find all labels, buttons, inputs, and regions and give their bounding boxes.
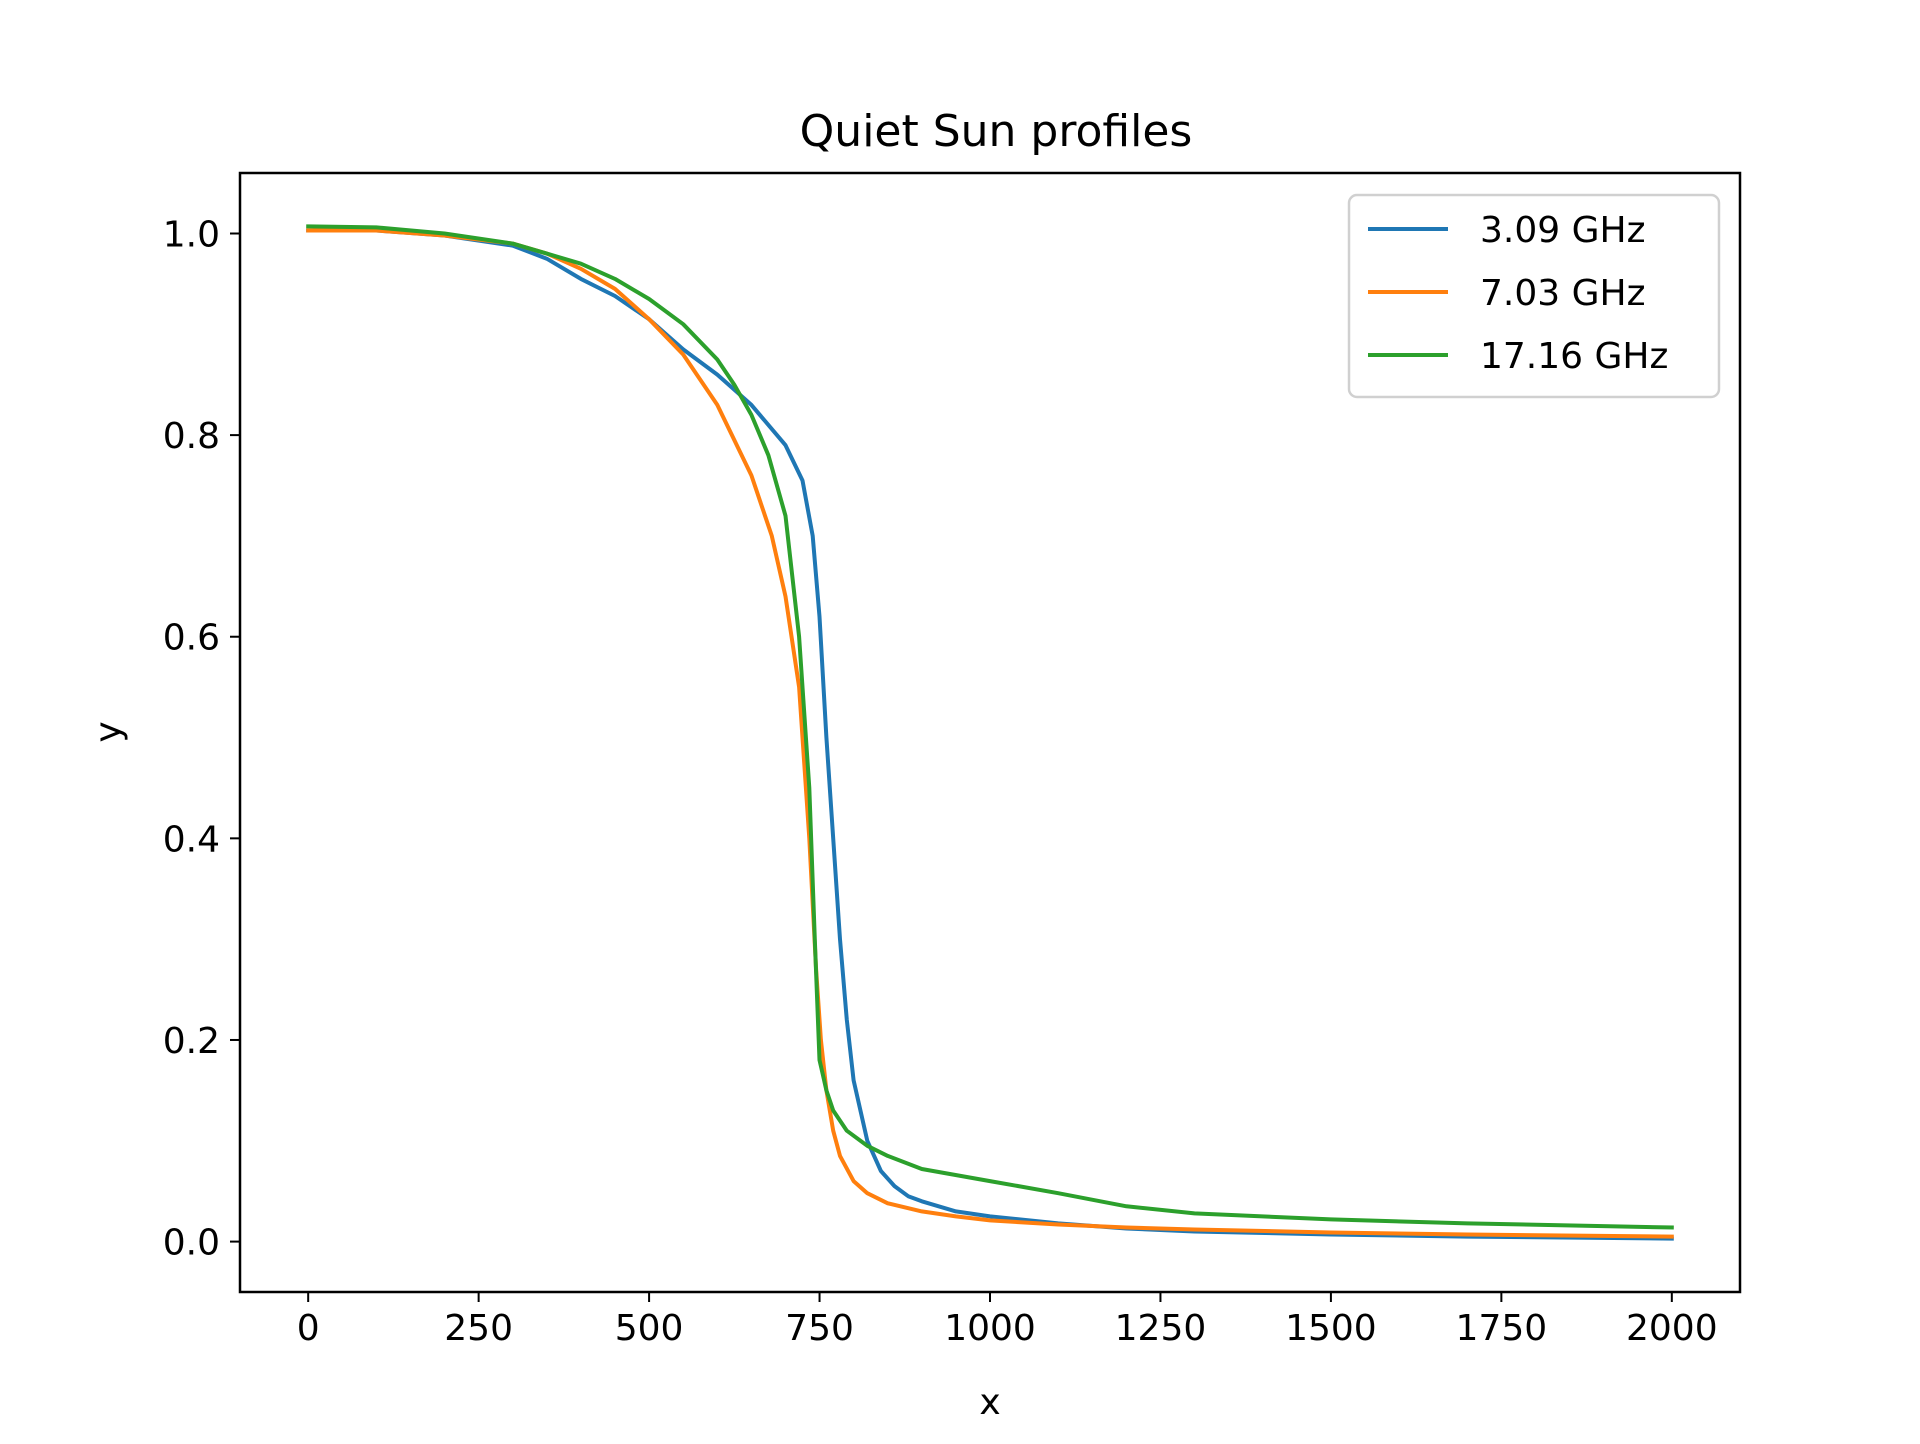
- series-layer: [306, 224, 1674, 1241]
- y-axis-label: y: [88, 721, 129, 742]
- x-tick-label: 1750: [1456, 1308, 1548, 1349]
- x-tick-label: 250: [444, 1308, 513, 1349]
- ticks-layer: 0 250 500 750 1000 1250 1500 1750 2000 0.0 0.2 0.4 0…: [163, 214, 1718, 1349]
- legend-entries: 3.09 GHz 7.03 GHz 17.16 GHz: [1368, 210, 1668, 377]
- x-tick-label: 0: [297, 1308, 320, 1349]
- chart-title: Quiet Sun profiles: [800, 106, 1193, 157]
- y-tick-label: 0.4: [163, 819, 220, 860]
- y-tick-label: 0.8: [163, 416, 220, 457]
- y-tick-label: 0.6: [163, 618, 220, 659]
- series-line-1: [306, 228, 1674, 1241]
- legend-label-1: 3.09 GHz: [1480, 210, 1645, 251]
- legend-box: [1347, 193, 1721, 399]
- y-tick-label: 0.2: [163, 1021, 220, 1062]
- x-tick-label: 1500: [1285, 1308, 1377, 1349]
- y-tick-label: 0.0: [163, 1223, 220, 1264]
- x-tick-label: 500: [615, 1308, 684, 1349]
- x-tick-label: 2000: [1626, 1308, 1718, 1349]
- y-tick-label: 1.0: [163, 214, 220, 255]
- x-axis-label: x: [979, 1382, 1000, 1423]
- x-tick-label: 1000: [944, 1308, 1036, 1349]
- legend-label-2: 7.03 GHz: [1480, 273, 1645, 314]
- series-line-3: [306, 224, 1674, 1230]
- plot-frame: [238, 171, 1742, 1294]
- x-tick-label: 1250: [1115, 1308, 1207, 1349]
- x-tick-label: 750: [785, 1308, 854, 1349]
- legend: 3.09 GHz 7.03 GHz 17.16 GHz: [1347, 193, 1721, 399]
- legend-label-3: 17.16 GHz: [1480, 336, 1668, 377]
